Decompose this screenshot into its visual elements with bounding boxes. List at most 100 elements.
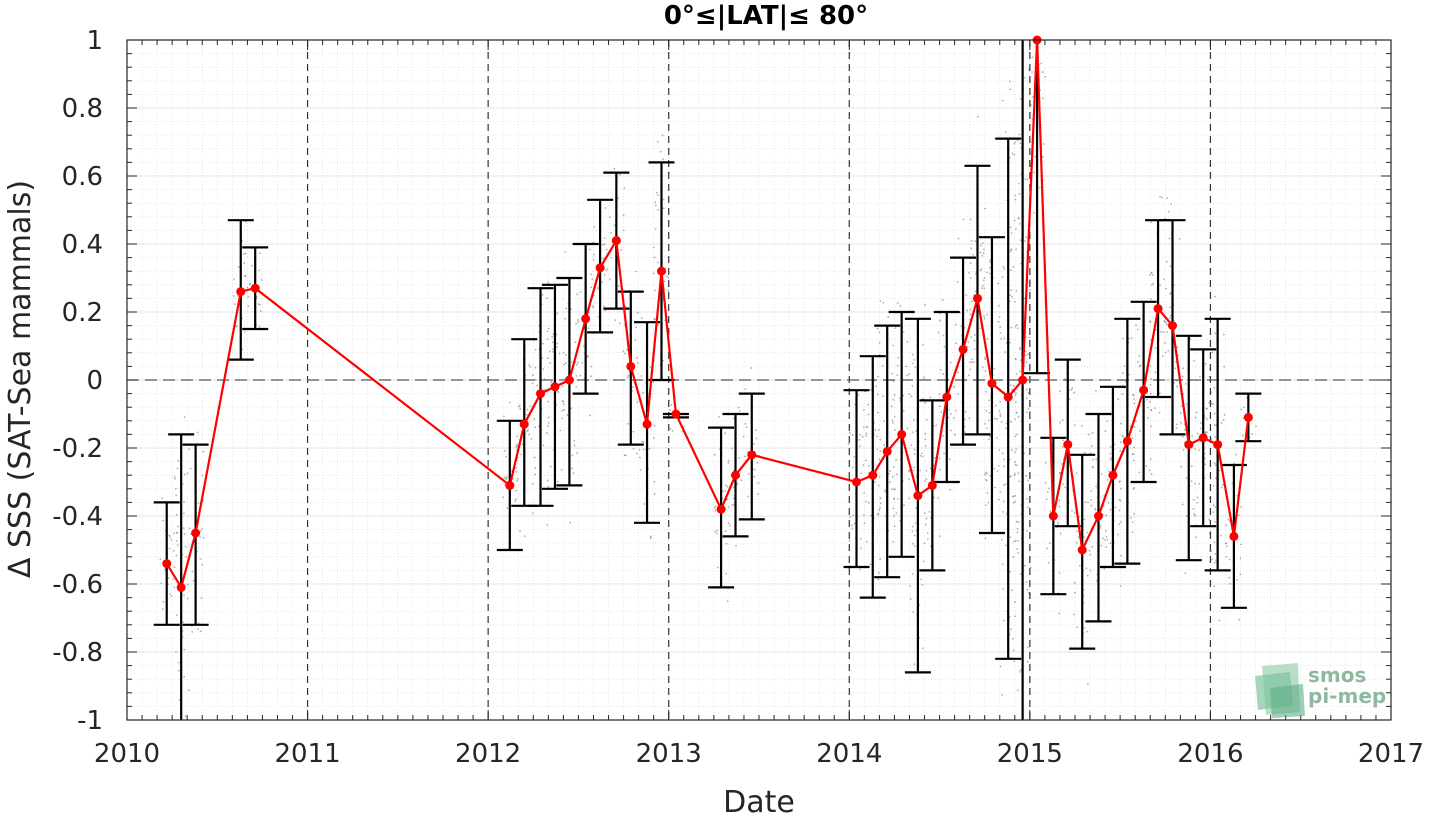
scatter-point <box>654 204 657 207</box>
scatter-point <box>1026 178 1029 181</box>
scatter-point <box>1198 482 1201 485</box>
scatter-point <box>529 365 532 368</box>
y-tick-label: -0.6 <box>52 570 103 600</box>
scatter-point <box>882 395 884 398</box>
scatter-point <box>1210 438 1213 440</box>
scatter-point <box>1023 76 1026 79</box>
scatter-point <box>873 481 876 484</box>
scatter-point <box>1236 579 1239 581</box>
scatter-point <box>996 437 998 439</box>
scatter-point <box>1013 300 1016 303</box>
scatter-point <box>1013 153 1016 156</box>
scatter-point <box>1138 354 1141 357</box>
scatter-point <box>564 251 567 254</box>
scatter-point <box>1120 422 1122 425</box>
scatter-point <box>969 308 972 311</box>
scatter-point <box>1225 524 1228 526</box>
scatter-point <box>1014 198 1017 201</box>
mean-point <box>1243 412 1253 422</box>
scatter-point <box>1041 71 1044 73</box>
scatter-point <box>1013 501 1015 504</box>
scatter-point <box>1089 553 1091 556</box>
scatter-point <box>1049 510 1052 512</box>
scatter-point <box>1215 559 1217 562</box>
scatter-point <box>604 237 606 240</box>
scatter-point <box>876 411 879 414</box>
scatter-point <box>1045 461 1047 464</box>
scatter-point <box>1104 430 1107 433</box>
scatter-point <box>1167 379 1169 381</box>
scatter-point <box>545 432 548 434</box>
scatter-point <box>604 269 607 272</box>
scatter-point <box>894 428 896 431</box>
scatter-point <box>202 450 205 453</box>
y-tick-label: 1 <box>86 26 103 56</box>
scatter-point <box>546 330 549 333</box>
scatter-point <box>748 472 750 475</box>
scatter-point <box>1211 558 1214 561</box>
scatter-point <box>757 482 760 485</box>
scatter-point <box>1087 683 1089 686</box>
scatter-point <box>1193 513 1195 515</box>
scatter-point <box>1017 182 1020 185</box>
scatter-point <box>197 502 200 505</box>
scatter-point <box>744 455 746 458</box>
scatter-point <box>505 455 507 458</box>
scatter-point <box>586 354 589 357</box>
scatter-point <box>1027 353 1029 356</box>
scatter-point <box>742 435 745 438</box>
scatter-point <box>619 173 621 176</box>
scatter-point <box>906 341 909 343</box>
scatter-point <box>1185 477 1188 479</box>
scatter-point <box>173 532 175 535</box>
scatter-point <box>571 454 574 457</box>
scatter-point <box>993 467 996 470</box>
scatter-point <box>744 422 747 425</box>
scatter-point <box>724 489 727 492</box>
scatter-point <box>656 140 659 143</box>
scatter-point <box>1154 371 1157 374</box>
scatter-point <box>552 341 554 344</box>
scatter-point <box>505 477 508 479</box>
mean-point <box>1003 392 1013 402</box>
scatter-point <box>1064 486 1067 489</box>
axes <box>126 39 1392 721</box>
scatter-point <box>549 362 552 364</box>
scatter-point <box>1014 325 1017 328</box>
scatter-point <box>925 478 928 481</box>
scatter-point <box>1204 463 1207 466</box>
mean-point <box>716 504 726 514</box>
scatter-point <box>196 431 199 434</box>
scatter-point <box>911 572 914 575</box>
scatter-point <box>610 256 613 259</box>
scatter-point <box>1095 389 1097 392</box>
scatter-point <box>636 401 639 403</box>
scatter-point <box>1015 520 1018 523</box>
scatter-point <box>1163 319 1166 322</box>
smos-pi-mep-logo: smos pi-mep <box>1255 663 1386 718</box>
scatter-point <box>981 366 984 369</box>
scatter-point <box>1015 401 1017 403</box>
scatter-point <box>964 431 966 434</box>
scatter-point <box>1059 390 1061 393</box>
scatter-point <box>724 484 727 487</box>
scatter-point <box>172 578 175 580</box>
scatter-point <box>602 257 604 260</box>
scatter-point <box>199 536 201 538</box>
scatter-point <box>1131 453 1134 456</box>
chart-title: 0°≤|LAT|≤ 80° <box>664 1 868 31</box>
scatter-point <box>1015 248 1018 251</box>
scatter-point <box>176 544 179 547</box>
scatter-point <box>1166 260 1168 263</box>
scatter-point <box>879 506 881 509</box>
scatter-point <box>985 472 988 475</box>
scatter-point <box>1165 287 1167 290</box>
scatter-point <box>1190 465 1193 468</box>
scatter-point <box>1016 539 1019 542</box>
scatter-point <box>661 134 664 137</box>
scatter-point <box>1128 373 1130 376</box>
scatter-point <box>502 415 505 418</box>
scatter-point <box>657 324 660 326</box>
scatter-point <box>879 497 882 499</box>
scatter-point <box>1159 284 1162 287</box>
